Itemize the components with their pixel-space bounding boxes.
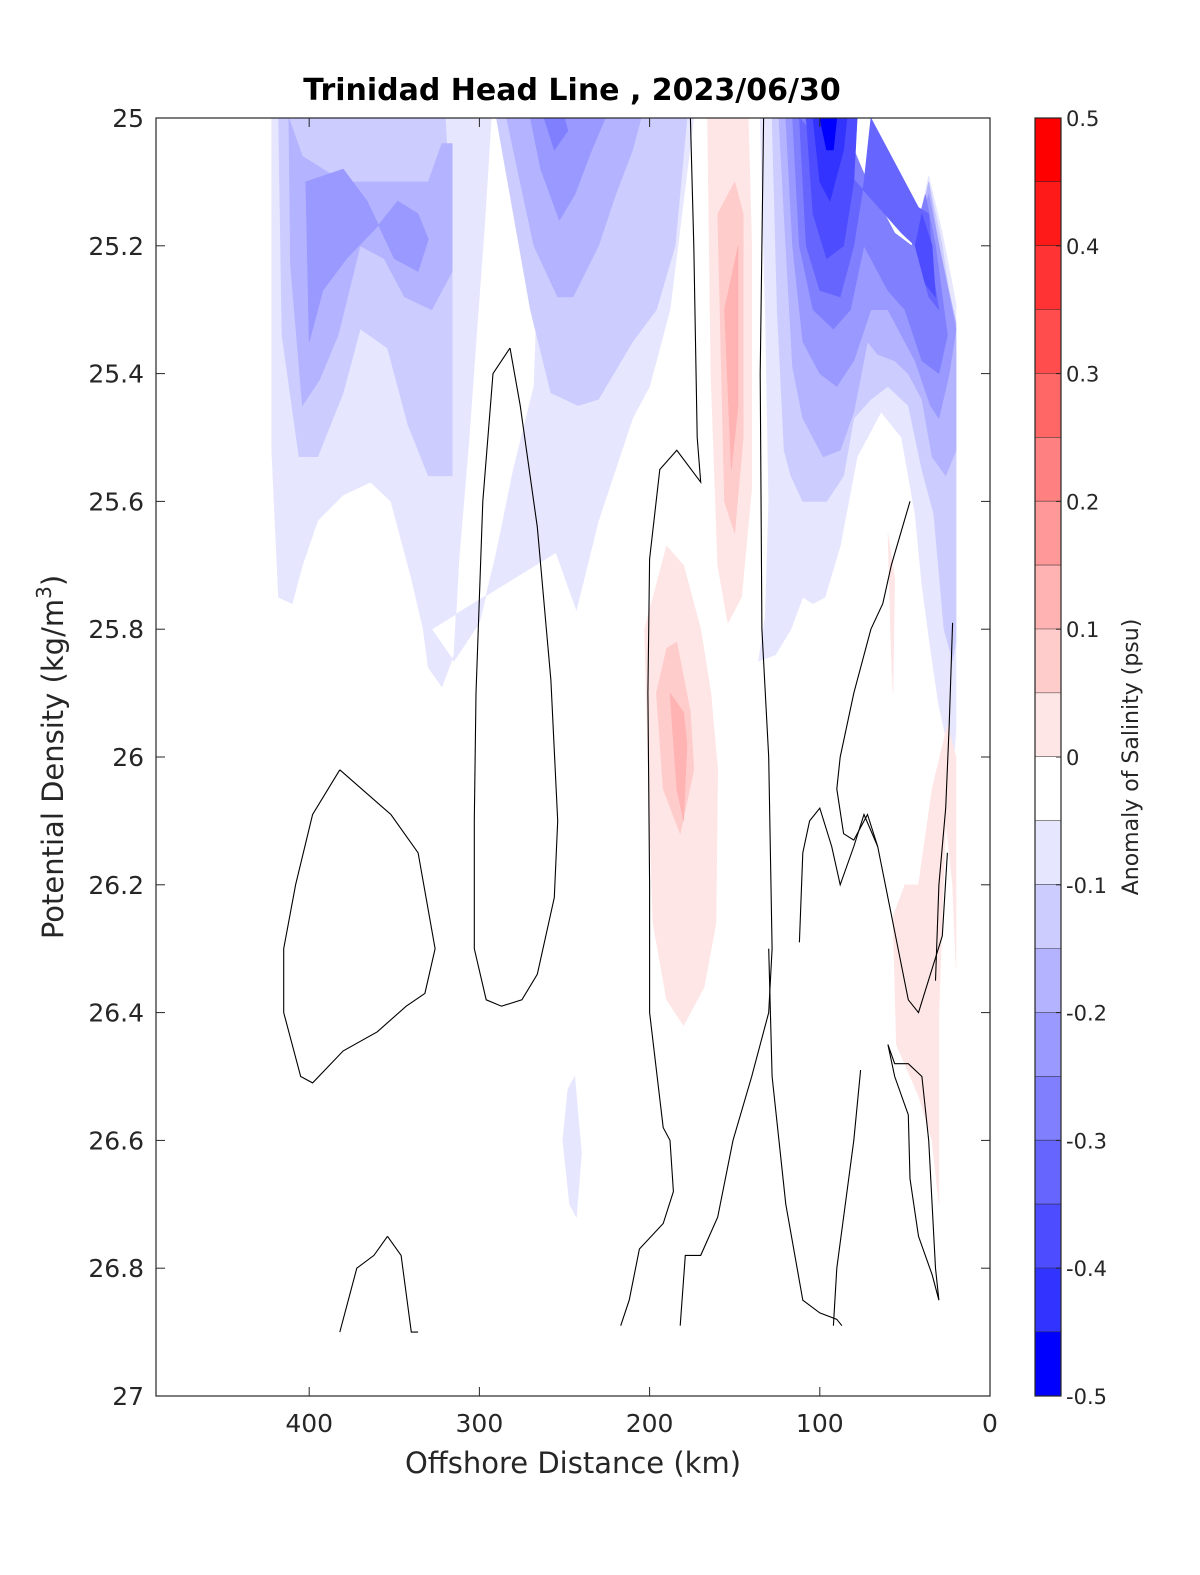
contour-fill-region	[724, 245, 739, 470]
colorbar-swatch	[1035, 245, 1061, 310]
colorbar-swatch	[1035, 948, 1061, 1013]
colorbar-swatch	[1035, 1268, 1061, 1333]
x-axis-label: Offshore Distance (km)	[405, 1446, 741, 1480]
colorbar-swatch	[1035, 501, 1061, 566]
y-axis-label-text: Potential Density (kg/m	[36, 599, 70, 939]
colorbar-tick-label: 0.3	[1066, 363, 1099, 387]
y-tick-label: 25.4	[88, 360, 144, 389]
contour-fill-region	[530, 118, 606, 221]
colorbar-tick-label: 0.5	[1066, 107, 1099, 131]
y-tick-label: 26.4	[88, 999, 144, 1028]
y-axis-label-superscript: 3	[32, 586, 56, 599]
chart-title: Trinidad Head Line , 2023/06/30	[303, 73, 840, 108]
x-axis: 400 300 200 100 0	[285, 118, 998, 1438]
colorbar-tick-label: -0.1	[1066, 874, 1107, 898]
zero-contour-line	[836, 501, 911, 847]
colorbar-swatch	[1035, 118, 1061, 182]
x-tick-label: 400	[285, 1409, 333, 1438]
colorbar-tick-label: 0	[1066, 746, 1079, 770]
y-tick-label: 26.6	[88, 1126, 144, 1155]
colorbar-tick-label: 0.4	[1066, 235, 1099, 259]
x-tick-label: 0	[982, 1409, 998, 1438]
zero-contour-line	[283, 769, 436, 1084]
colorbar-tick-label: 0.2	[1066, 490, 1099, 514]
y-tick-label: 26	[112, 743, 144, 772]
colorbar-label: Anomaly of Salinity (psu)	[1119, 619, 1144, 896]
colorbar-swatch	[1035, 1012, 1061, 1077]
zero-contour-line	[832, 1070, 862, 1326]
colorbar-swatch	[1035, 757, 1061, 821]
y-axis: 25 25.2 25.4 25.6 25.8 26 26.2 26.4 26.6 26.8 27	[88, 104, 990, 1411]
contour-fills	[271, 118, 957, 1219]
contour-fill-region	[305, 168, 429, 342]
colorbar-swatch	[1035, 181, 1061, 246]
zero-contour-line	[768, 948, 843, 1327]
colorbar-swatch	[1035, 693, 1061, 757]
colorbar-tick-label: -0.3	[1066, 1129, 1107, 1153]
colorbar-swatch	[1035, 820, 1061, 885]
y-tick-label: 26.2	[88, 871, 144, 900]
contour-fill-region	[669, 692, 688, 821]
contour-fill-region	[562, 1075, 582, 1219]
zero-contour-line	[339, 1235, 388, 1333]
y-tick-label: 27	[112, 1382, 144, 1411]
contour-fill-region	[819, 118, 838, 151]
colorbar-swatch	[1035, 1076, 1061, 1141]
zero-contour-line	[620, 118, 702, 1326]
x-tick-label: 300	[456, 1409, 504, 1438]
y-tick-label: 26.8	[88, 1254, 144, 1283]
colorbar-tick-label: -0.2	[1066, 1002, 1107, 1026]
colorbar-swatch	[1035, 1204, 1061, 1269]
y-tick-label: 25.8	[88, 615, 144, 644]
colorbar-tick-label: -0.4	[1066, 1257, 1107, 1281]
colorbar: 0.5 0.4 0.3 0.2 0.1 0 -0.1 -0.2 -0.3 -0.4 -0.5	[1034, 107, 1107, 1409]
y-axis-label: Potential Density (kg/m3)	[32, 575, 70, 939]
x-tick-label: 100	[796, 1409, 844, 1438]
zero-contour-line	[387, 1235, 419, 1333]
colorbar-tick-label: 0.1	[1066, 618, 1099, 642]
contour-fill-region	[812, 118, 848, 202]
colorbar-swatch	[1035, 309, 1061, 374]
colorbar-swatch	[1035, 437, 1061, 502]
colorbar-swatch	[1035, 884, 1061, 949]
colorbar-swatch	[1035, 629, 1061, 694]
zero-contour-line	[934, 622, 954, 981]
contour-fill-region	[892, 724, 957, 1205]
zero-contour-line	[473, 347, 559, 1007]
y-tick-label: 25	[112, 104, 144, 133]
colorbar-swatch	[1035, 1140, 1061, 1205]
colorbar-tick-label: -0.5	[1066, 1385, 1107, 1409]
zero-contour-lines	[283, 118, 954, 1333]
colorbar-swatch	[1035, 1332, 1061, 1396]
y-tick-label: 25.6	[88, 487, 144, 516]
y-tick-label: 25.2	[88, 232, 144, 261]
colorbar-swatch	[1035, 373, 1061, 438]
zero-contour-line	[679, 118, 773, 1326]
y-axis-label-end: )	[36, 575, 70, 586]
contour-fill-region	[914, 212, 936, 298]
x-tick-label: 200	[626, 1409, 674, 1438]
contour-fill-region	[543, 118, 569, 151]
colorbar-swatch	[1035, 565, 1061, 630]
zero-contour-line	[887, 1044, 940, 1301]
